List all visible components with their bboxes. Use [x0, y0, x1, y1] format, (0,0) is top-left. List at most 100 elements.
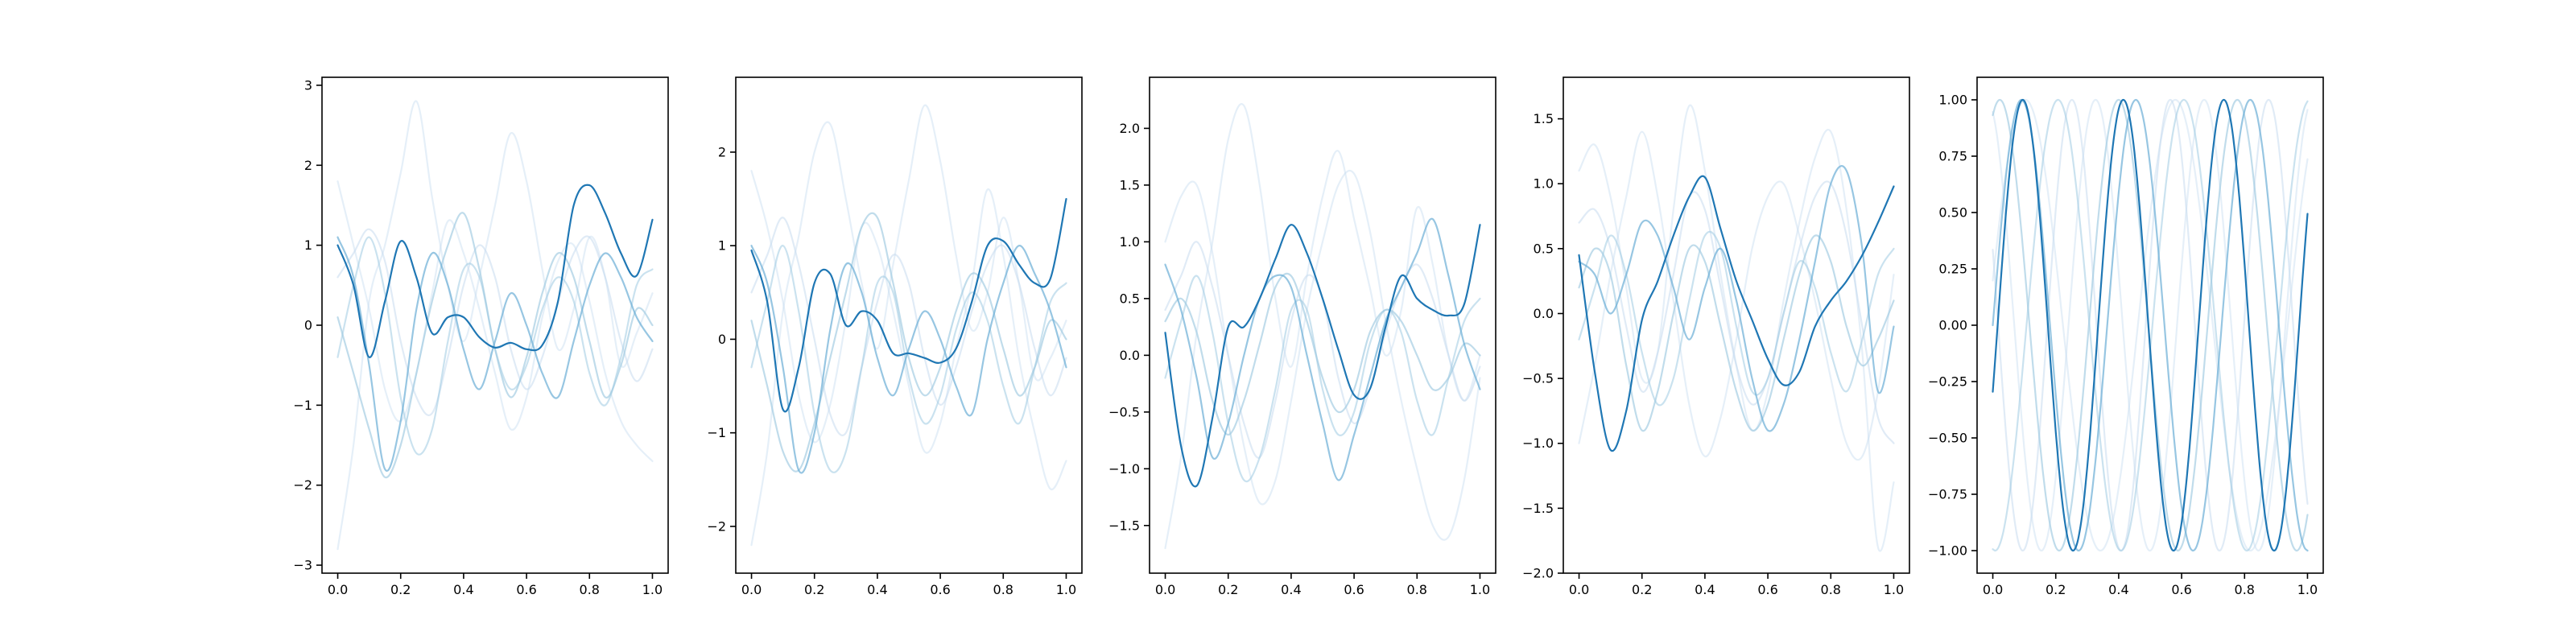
series-group: [1164, 103, 1481, 550]
y-tick-label: −1.0: [1108, 461, 1140, 477]
series-line-1: [336, 100, 654, 551]
x-tick-label: 0.6: [930, 582, 950, 597]
y-tick-label: −1.0: [1522, 436, 1554, 451]
x-tick-label: 0.6: [1344, 582, 1364, 597]
series-line-7: [1992, 98, 2309, 552]
x-tick-label: 0.8: [580, 582, 600, 597]
y-tick-label: −1.5: [1522, 501, 1554, 516]
series-line-7: [750, 198, 1067, 413]
series-line-2: [336, 180, 654, 462]
y-tick-label: 2: [718, 144, 726, 159]
y-tick-label: 0.0: [1120, 348, 1140, 363]
series-line-1: [750, 104, 1067, 547]
y-tick-label: −2.0: [1522, 566, 1554, 581]
series-line-2: [750, 170, 1067, 490]
subplot-4: 0.0 0.2 0.4 0.6 0.8 1.0 −2.0 −1.5 −1.0 −0.5 0.0 0.5…: [1522, 76, 1910, 597]
series-line-6: [1164, 217, 1481, 481]
y-tick-label: −1: [293, 398, 312, 413]
y-tick-label: 0: [304, 318, 312, 333]
y-tick-label: 1.0: [1534, 176, 1554, 192]
series-line-2: [1578, 130, 1895, 461]
y-tick-label: −3: [293, 558, 312, 573]
y-tick-label: −0.25: [1928, 374, 1967, 390]
subplot-5: 0.0 0.2 0.4 0.6 0.8 1.0 −1.00 −0.75 −0.50 −0.25 0.…: [1928, 76, 2324, 597]
x-tick-label: 0.6: [516, 582, 536, 597]
x-tick-label: 0.6: [2171, 582, 2191, 597]
y-tick-label: 1.00: [1938, 93, 1967, 108]
x-tick-label: 0.2: [390, 582, 411, 597]
series-line-6: [1578, 165, 1895, 432]
y-tick-label: −0.50: [1928, 431, 1967, 446]
x-tick-label: 0.8: [993, 582, 1013, 597]
subplot-2: 0.0 0.2 0.4 0.6 0.8 1.0 −2 −1 0 1 2: [707, 76, 1083, 597]
y-tick-label: 1: [304, 237, 312, 253]
x-tick-label: 1.0: [1884, 582, 1904, 597]
y-tick-label: 0.75: [1938, 149, 1967, 164]
x-tick-label: 0.2: [1632, 582, 1652, 597]
x-tick-label: 0.8: [1407, 582, 1427, 597]
y-tick-label: 3: [304, 77, 312, 93]
series-group: [336, 100, 654, 551]
series-line-6: [336, 236, 654, 472]
y-tick-label: 0.00: [1938, 318, 1967, 333]
x-tick-label: 1.0: [642, 582, 663, 597]
y-tick-label: 1.0: [1120, 234, 1140, 250]
axes-frame: [1149, 76, 1496, 574]
series-line-3: [750, 217, 1067, 436]
x-tick-label: 0.4: [1281, 582, 1301, 597]
series-line-4: [1578, 230, 1895, 407]
y-tick-label: −1: [707, 425, 726, 440]
series-line-3: [1578, 180, 1895, 444]
series-line-6: [1992, 98, 2309, 552]
series-group: [750, 104, 1067, 547]
x-tick-label: 0.4: [453, 582, 473, 597]
series-line-5: [750, 212, 1067, 473]
series-group: [1992, 98, 2309, 552]
y-tick-label: 0.25: [1938, 262, 1967, 277]
series-line-2: [1992, 98, 2309, 552]
y-tick-label: 1: [718, 238, 726, 254]
y-tick-label: −2: [293, 477, 312, 493]
x-tick-label: 0.6: [1757, 582, 1777, 597]
series-line-5: [1164, 272, 1481, 436]
series-line-7: [336, 184, 654, 358]
x-tick-label: 0.8: [2235, 582, 2255, 597]
series-line-5: [1578, 234, 1895, 432]
series-line-3: [1992, 98, 2309, 552]
x-tick-label: 0.4: [1695, 582, 1715, 597]
series-line-1: [1992, 98, 2309, 552]
y-tick-label: 0.50: [1938, 205, 1967, 221]
y-tick-label: 1.5: [1120, 177, 1140, 192]
subplot-3: 0.0 0.2 0.4 0.6 0.8 1.0 −1.5 −1.0 −0.5 0.0 0.5 1.0 1…: [1108, 76, 1496, 597]
series-line-6: [750, 245, 1067, 474]
y-tick-label: 0: [718, 332, 726, 347]
y-tick-label: 1.5: [1534, 111, 1554, 126]
x-tick-label: 0.0: [1155, 582, 1175, 597]
y-tick-label: −0.75: [1928, 487, 1967, 502]
series-line-5: [336, 212, 654, 479]
series-line-1: [1164, 103, 1481, 550]
y-tick-label: −0.5: [1522, 371, 1554, 386]
x-tick-label: 1.0: [1056, 582, 1076, 597]
y-tick-label: 2: [304, 158, 312, 173]
x-tick-label: 1.0: [1470, 582, 1490, 597]
y-tick-label: 2.0: [1120, 121, 1140, 136]
x-tick-label: 0.2: [2046, 582, 2066, 597]
axes-frame: [1563, 76, 1910, 574]
series-line-2: [1164, 169, 1481, 541]
subplot-1: 0.0 0.2 0.4 0.6 0.8 1.0 −3 −2 −1 0 1 2 3: [293, 76, 669, 597]
x-tick-label: 0.4: [867, 582, 887, 597]
x-tick-label: 0.2: [1218, 582, 1238, 597]
series-line-7: [1578, 175, 1895, 452]
x-tick-label: 0.2: [804, 582, 824, 597]
series-group: [1578, 104, 1895, 552]
y-tick-label: 0.5: [1534, 241, 1554, 256]
series-line-3: [336, 228, 654, 416]
series-line-7: [1164, 224, 1481, 488]
x-tick-label: 0.4: [2108, 582, 2128, 597]
x-tick-label: 1.0: [2297, 582, 2318, 597]
y-tick-label: 0.0: [1534, 306, 1554, 321]
y-tick-label: −1.5: [1108, 518, 1140, 533]
x-tick-label: 0.8: [1821, 582, 1841, 597]
